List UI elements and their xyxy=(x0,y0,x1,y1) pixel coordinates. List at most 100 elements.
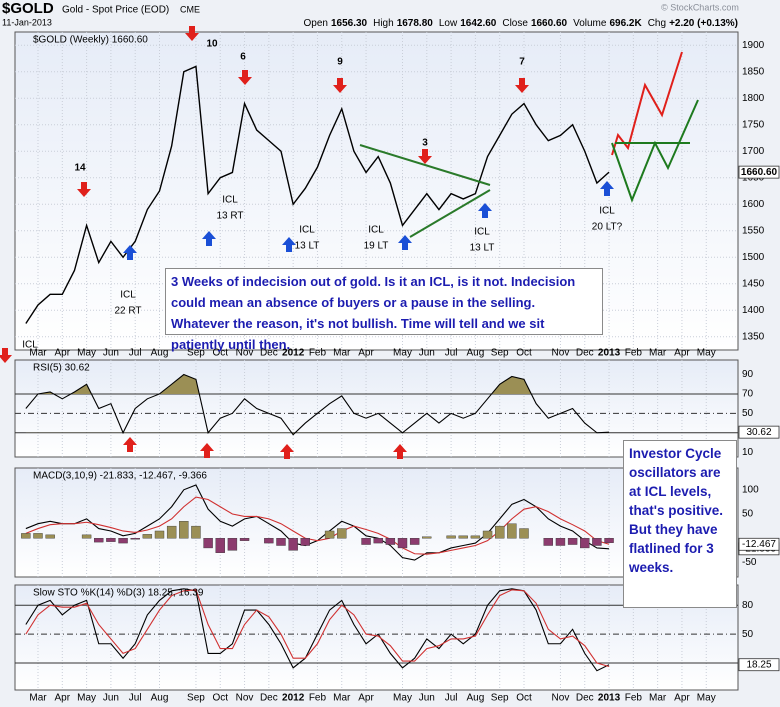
histogram-bar xyxy=(373,538,383,544)
annotation: 22 RT xyxy=(114,306,141,317)
rsi-fill xyxy=(38,374,532,394)
histogram-bar xyxy=(94,538,104,543)
x-tick-label: Dec xyxy=(576,693,594,704)
y-tick-label: 1600 xyxy=(742,199,765,210)
histogram-bar xyxy=(203,538,213,549)
arrow-up xyxy=(393,444,407,459)
value-box xyxy=(738,537,780,551)
series-line xyxy=(25,65,610,324)
x-tick-label: 2012 xyxy=(282,348,305,359)
value-box xyxy=(738,658,780,672)
x-tick-label: Aug xyxy=(467,348,485,359)
histogram-bar xyxy=(130,538,140,540)
quote-label: Close xyxy=(502,18,528,29)
y-tick-label: 1450 xyxy=(742,278,765,289)
arrow-up xyxy=(123,245,137,260)
annotation: 7 xyxy=(519,57,525,68)
quote-label: Open xyxy=(303,18,327,29)
quote-value: +2.20 (+0.13%) xyxy=(669,18,738,29)
x-tick-label: Mar xyxy=(649,693,667,704)
x-tick-label: Apr xyxy=(358,348,374,359)
panel-title: $GOLD (Weekly) 1660.60 xyxy=(33,35,148,46)
x-tick-label: Mar xyxy=(29,693,47,704)
y-tick-label: 70 xyxy=(742,389,754,400)
annotation: 13 RT xyxy=(216,211,243,222)
y-tick-label: 1500 xyxy=(742,252,765,263)
x-tick-label: Feb xyxy=(309,693,327,704)
histogram-bar xyxy=(300,538,310,546)
x-tick-label: 2012 xyxy=(282,693,305,704)
x-tick-label: Jul xyxy=(445,348,458,359)
histogram-bar xyxy=(604,538,614,543)
x-tick-label: 2013 xyxy=(598,348,621,359)
x-tick-label: Jul xyxy=(129,348,142,359)
x-tick-label: Sep xyxy=(491,348,509,359)
quote-label: Chg xyxy=(648,18,666,29)
x-tick-label: Jun xyxy=(419,348,435,359)
y-tick-label: 10 xyxy=(742,447,754,458)
series-line xyxy=(25,496,610,555)
quote-value: 696.2K xyxy=(609,18,642,29)
series-line xyxy=(25,373,610,436)
date: 11-Jan-2013 xyxy=(2,17,52,27)
panel-content xyxy=(15,585,738,690)
arrow-down xyxy=(77,182,91,197)
series-line xyxy=(25,589,610,668)
annotation: 13 LT xyxy=(470,243,495,254)
x-tick-label: Mar xyxy=(29,348,47,359)
x-tick-label: Mar xyxy=(333,693,351,704)
x-tick-label: Dec xyxy=(576,348,594,359)
histogram-bar xyxy=(191,525,201,539)
histogram-bar xyxy=(21,533,31,539)
symbol: $GOLD xyxy=(2,0,54,17)
histogram-bar xyxy=(288,538,298,551)
y-tick-label: 1850 xyxy=(742,66,765,77)
x-tick-label: Apr xyxy=(358,693,374,704)
quote-value: 1660.60 xyxy=(531,18,568,29)
value-box xyxy=(738,165,780,179)
drawings xyxy=(359,51,699,238)
x-tick-label: Jul xyxy=(129,693,142,704)
x-tick-label: Apr xyxy=(55,693,71,704)
x-tick-label: Sep xyxy=(187,348,205,359)
y-tick-label: 90 xyxy=(742,369,754,380)
annotation: 9 xyxy=(337,57,343,68)
x-tick-label: Oct xyxy=(516,693,532,704)
quote-value: 1678.80 xyxy=(397,18,434,29)
x-tick-label: Oct xyxy=(212,348,228,359)
histogram-bar xyxy=(580,538,590,549)
note-box: 3 Weeks of indecision out of gold. Is it… xyxy=(165,268,603,352)
histogram-bar xyxy=(179,521,189,539)
histogram-bar xyxy=(458,535,468,539)
panel-title: MACD(3,10,9) -21.833, -12.467, -9.366 xyxy=(33,471,207,482)
arrow-up xyxy=(398,235,412,250)
x-tick-label: Nov xyxy=(236,348,254,359)
histogram-bar xyxy=(592,538,602,546)
histogram-bar xyxy=(81,534,92,539)
x-tick-label: Aug xyxy=(151,693,169,704)
histogram-bar xyxy=(446,535,456,539)
trend-line xyxy=(409,189,491,238)
exchange: CME xyxy=(180,4,200,14)
note-box: Investor Cycle oscillators are at ICL le… xyxy=(623,440,737,608)
layers: 1350140014501500155016001650170017501800… xyxy=(0,26,780,704)
x-tick-label: Sep xyxy=(491,693,509,704)
value-box xyxy=(738,425,780,439)
x-tick-label: Apr xyxy=(674,348,690,359)
annotation: 19 LT xyxy=(364,241,389,252)
annotation: ICL xyxy=(474,227,490,238)
histogram-bar xyxy=(385,538,396,545)
histogram-bar xyxy=(239,538,250,541)
histogram-bar xyxy=(482,530,493,539)
y-tick-label: 50 xyxy=(742,408,754,419)
x-tick-label: Jun xyxy=(103,693,119,704)
y-tick-label: 1750 xyxy=(742,119,765,130)
y-tick-label: 1900 xyxy=(742,40,765,51)
y-tick-label: -50 xyxy=(742,557,757,568)
y-tick-label: 1550 xyxy=(742,225,765,236)
y-tick-label: 1700 xyxy=(742,146,765,157)
y-tick-label: 1400 xyxy=(742,305,765,316)
value-box-label: 30.62 xyxy=(746,427,771,438)
panel-title: RSI(5) 30.62 xyxy=(33,363,90,374)
